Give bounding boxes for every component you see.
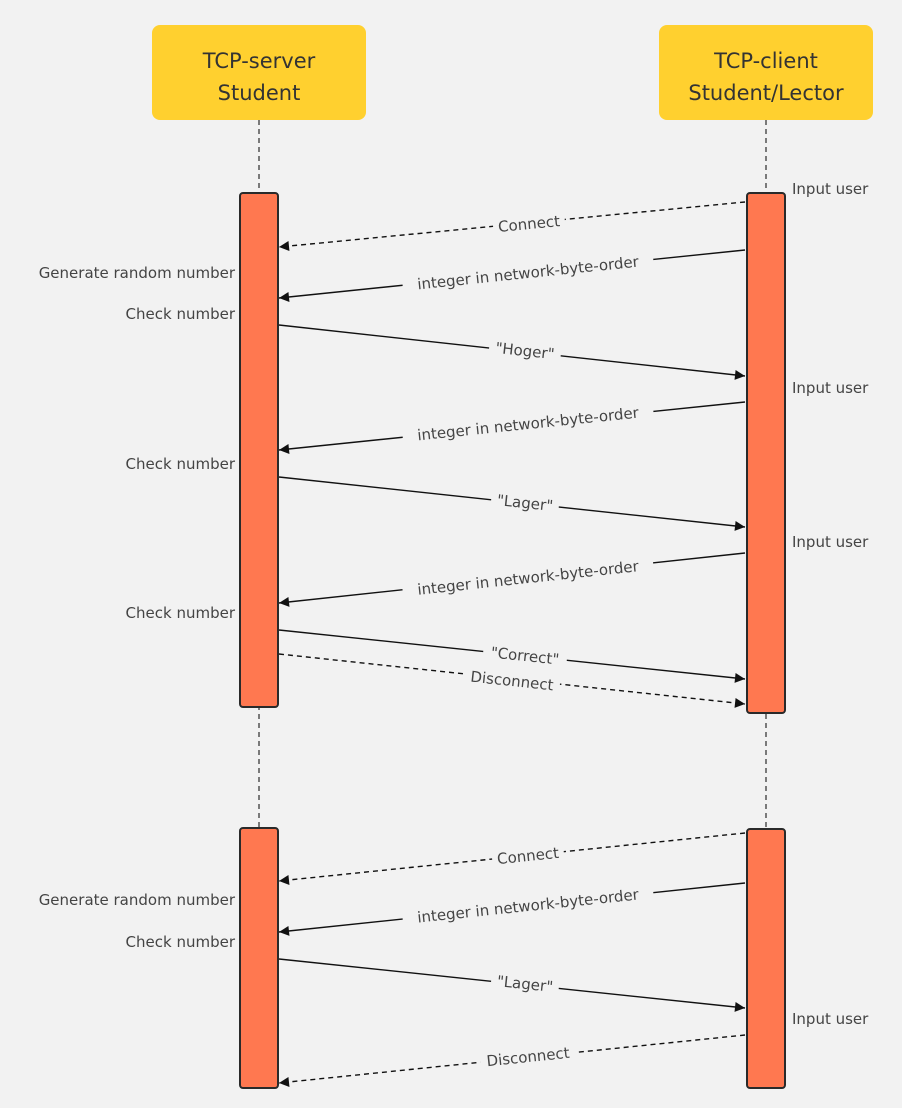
actor-tcp-client-line-1: TCP-client: [713, 49, 818, 73]
message-correct: "Correct": [278, 629, 746, 683]
actor-tcp-client-line-2: Student/Lector: [688, 81, 844, 105]
note-check-number: Check number: [126, 604, 236, 622]
message-hoger: "Hoger": [278, 324, 746, 380]
note-input-user: Input user: [792, 533, 869, 551]
message-label: "Hoger": [495, 339, 556, 363]
message-disconnect: Disconnect: [278, 1034, 746, 1087]
note-input-user: Input user: [792, 1010, 869, 1028]
message-label: Connect: [497, 212, 561, 236]
message-label: Connect: [496, 844, 560, 868]
note-input-user: Input user: [792, 379, 869, 397]
message-integer: integer in network-byte-order: [278, 882, 746, 936]
note-check-number: Check number: [126, 455, 236, 473]
message-lager: "Lager": [278, 958, 746, 1012]
message-integer: integer in network-byte-order: [278, 401, 746, 454]
message-label: integer in network-byte-order: [416, 253, 640, 294]
note-check-number: Check number: [126, 305, 236, 323]
note-generate-random-number: Generate random number: [39, 891, 236, 909]
actor-tcp-client: TCP-client Student/Lector: [659, 25, 873, 120]
message-connect: Connect: [278, 832, 746, 885]
actor-tcp-server-line-2: Student: [218, 81, 301, 105]
message-label: "Lager": [496, 491, 554, 515]
note-generate-random-number: Generate random number: [39, 264, 236, 282]
message-label: "Correct": [490, 643, 560, 668]
client-activation-session-2: [746, 828, 786, 1089]
server-activation-session-2: [239, 827, 279, 1089]
message-label: integer in network-byte-order: [416, 885, 640, 926]
message-integer: integer in network-byte-order: [278, 552, 746, 607]
message-label: "Lager": [496, 972, 554, 996]
message-lager: "Lager": [278, 476, 746, 531]
actor-tcp-server: TCP-server Student: [152, 25, 366, 120]
message-connect: Connect: [278, 201, 746, 252]
message-integer: integer in network-byte-order: [278, 249, 746, 302]
server-activation-session-1: [239, 192, 279, 708]
note-input-user: Input user: [792, 180, 869, 198]
message-label: integer in network-byte-order: [416, 557, 640, 599]
client-activation-session-1: [746, 192, 786, 714]
note-check-number: Check number: [126, 933, 236, 951]
message-label: integer in network-byte-order: [416, 404, 640, 445]
actor-tcp-server-line-1: TCP-server: [202, 49, 316, 73]
